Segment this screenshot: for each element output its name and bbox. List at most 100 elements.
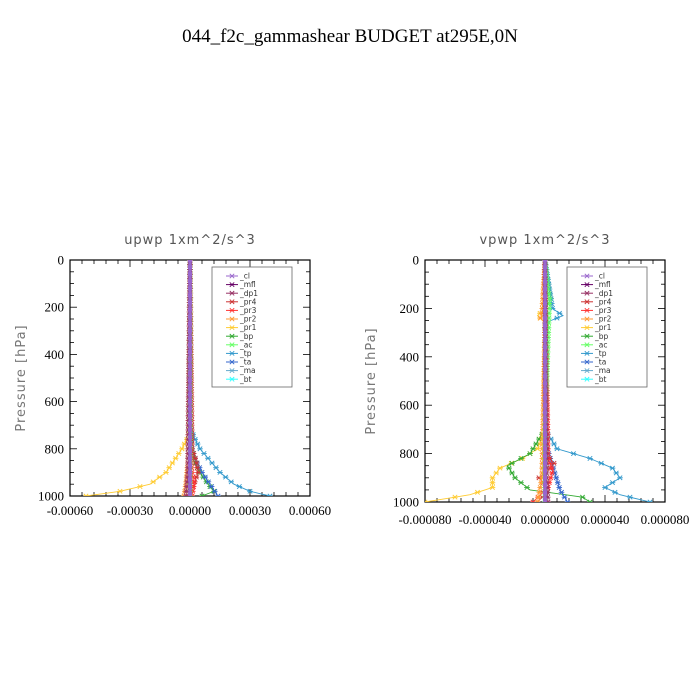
y-tick-label: 0 bbox=[58, 253, 65, 268]
series-marker-pr2 bbox=[536, 489, 543, 495]
x-tick-label: -0.00030 bbox=[107, 503, 154, 518]
y-tick-label: 400 bbox=[45, 347, 65, 362]
series-marker-cl bbox=[188, 342, 192, 347]
series-marker-cl bbox=[188, 477, 192, 482]
series-marker-bp bbox=[509, 470, 515, 476]
series-marker-cl bbox=[543, 287, 547, 292]
y-tick-label: 200 bbox=[45, 300, 65, 315]
series-marker-ta bbox=[556, 484, 563, 490]
series-marker-tp bbox=[217, 469, 223, 475]
series-marker-bp bbox=[518, 455, 524, 461]
series-marker-cl bbox=[543, 359, 547, 364]
series-marker-pr2 bbox=[181, 493, 187, 496]
y-tick-label: 0 bbox=[413, 253, 420, 268]
series-marker-cl bbox=[543, 381, 547, 386]
series-marker-pr3 bbox=[548, 465, 555, 471]
series-marker-pr3 bbox=[530, 499, 536, 502]
legend-entry: _pr2 bbox=[594, 315, 612, 324]
legend-swatch-marker bbox=[584, 290, 590, 296]
legend-entry: _ta bbox=[594, 358, 606, 367]
series-marker-bp bbox=[512, 475, 518, 481]
legend-entry: _ta bbox=[239, 358, 251, 367]
series-cl bbox=[188, 260, 192, 496]
series-marker-ta bbox=[553, 475, 560, 481]
series-marker-tp bbox=[228, 479, 234, 485]
series-marker-pr1 bbox=[83, 493, 89, 496]
y-tick-label: 600 bbox=[45, 394, 65, 409]
series-marker-ta bbox=[561, 494, 568, 500]
series-marker-cl bbox=[543, 308, 547, 313]
series-marker-dp1 bbox=[183, 488, 190, 494]
series-marker-cl bbox=[543, 417, 547, 422]
legend-swatch-marker bbox=[229, 342, 235, 348]
series-marker-tp bbox=[612, 489, 618, 495]
legend-swatch-marker bbox=[229, 325, 235, 331]
series-marker-pr1 bbox=[425, 499, 428, 502]
legend-entry: _pr1 bbox=[239, 323, 257, 332]
y-tick-label: 600 bbox=[400, 398, 420, 413]
series-marker-cl bbox=[543, 490, 547, 495]
series-marker-cl bbox=[543, 279, 547, 284]
series-marker-tp bbox=[554, 446, 560, 452]
legend-swatch-marker bbox=[584, 273, 590, 279]
x-tick-label: 0.00000 bbox=[169, 503, 211, 518]
series-marker-cl bbox=[188, 357, 192, 362]
legend: _cl_mfl_dp1_pr4_pr3_pr2_pr1_bp_ac_tp_ta_… bbox=[211, 266, 293, 388]
series-marker-cl bbox=[543, 439, 547, 444]
series-marker-cl bbox=[543, 395, 547, 400]
legend-swatch-marker bbox=[584, 359, 590, 365]
series-marker-cl bbox=[543, 388, 547, 393]
legend-swatch-marker bbox=[584, 342, 590, 348]
legend-box bbox=[211, 266, 293, 388]
series-marker-cl bbox=[543, 272, 547, 277]
y-tick-label: 1000 bbox=[393, 495, 419, 510]
series-marker-cl bbox=[543, 497, 547, 502]
legend-entry: _pr3 bbox=[239, 306, 257, 315]
series-marker-cl bbox=[188, 286, 192, 291]
chart-upwp: upwp 1xm^2/s^3 Pressure [hPa] 0 200 400 600 80… bbox=[14, 233, 331, 518]
legend-entry: _dp1 bbox=[594, 289, 613, 298]
legend-swatch-marker bbox=[584, 325, 590, 331]
legend-entry: _bp bbox=[594, 332, 609, 341]
series-marker-pr1 bbox=[452, 494, 458, 500]
series-marker-pr4 bbox=[194, 465, 200, 471]
series-marker-tp bbox=[201, 451, 207, 457]
series-marker-tp bbox=[627, 494, 633, 500]
series-marker-cl bbox=[188, 435, 192, 439]
series-marker-cl bbox=[543, 323, 547, 328]
y-tick-label: 1000 bbox=[38, 489, 64, 504]
y-tick-label: 800 bbox=[400, 446, 420, 461]
series-marker-tp bbox=[613, 470, 620, 476]
x-tick-label: 0.000080 bbox=[641, 512, 690, 527]
chart-title: vpwp 1xm^2/s^3 bbox=[479, 233, 610, 248]
series-marker-ta bbox=[212, 488, 218, 494]
series-marker-cl bbox=[188, 314, 192, 319]
series-marker-pr1 bbox=[489, 484, 496, 490]
legend-swatch-marker bbox=[229, 299, 235, 305]
series-marker-bp bbox=[527, 451, 533, 457]
legend-swatch-marker bbox=[584, 333, 590, 339]
series-marker-ta bbox=[215, 493, 221, 496]
legend-swatch-marker bbox=[229, 273, 235, 279]
series-marker-tp bbox=[213, 465, 219, 471]
series-marker-cl bbox=[543, 454, 547, 459]
series-marker-pr1 bbox=[176, 451, 182, 457]
series-marker-bp bbox=[518, 480, 524, 486]
legend-entry: _pr4 bbox=[594, 297, 612, 306]
series-marker-tp bbox=[554, 315, 560, 321]
legend-swatch-marker bbox=[229, 368, 235, 374]
series-marker-tp bbox=[205, 455, 211, 461]
legend-swatch-marker bbox=[229, 316, 235, 322]
series-marker-ta bbox=[558, 489, 565, 495]
series-marker-cl bbox=[188, 265, 192, 270]
legend-swatch-marker bbox=[584, 316, 590, 322]
series-marker-cl bbox=[188, 272, 192, 277]
series-marker-tp bbox=[647, 499, 653, 502]
series-marker-pr1 bbox=[489, 475, 496, 481]
legend-entry: _pr2 bbox=[239, 315, 257, 324]
series-marker-tp bbox=[598, 460, 605, 466]
legend-swatch-marker bbox=[584, 282, 590, 288]
series-marker-pr1 bbox=[474, 489, 481, 495]
series-marker-pr1 bbox=[117, 488, 123, 494]
series-marker-pr1 bbox=[150, 479, 156, 485]
